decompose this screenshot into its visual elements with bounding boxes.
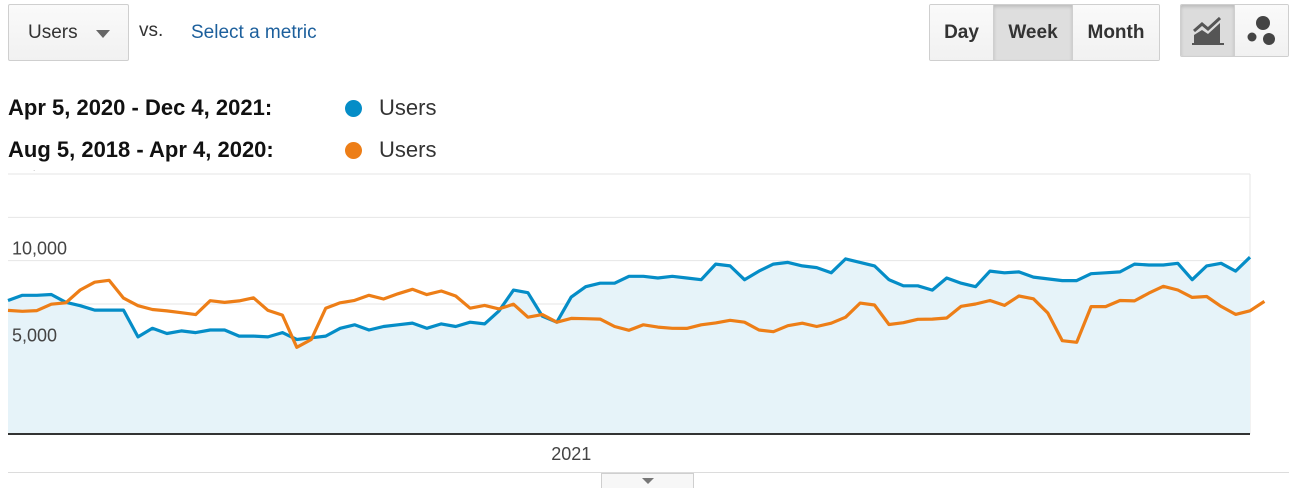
chart-expand-handle[interactable]	[601, 473, 694, 488]
date-granularity-toggle: Day Week Month	[929, 4, 1160, 61]
select-metric-link[interactable]: Select a metric	[191, 22, 317, 43]
chevron-down-icon	[96, 30, 110, 38]
legend-series-previous: Users	[379, 137, 437, 162]
motion-chart-button[interactable]	[1234, 5, 1288, 56]
vs-label: vs.	[139, 20, 164, 41]
chart-bottom-divider	[8, 472, 1289, 473]
users-line-chart: 15,000 10,000 5,000 2021	[7, 170, 1266, 464]
line-chart-button[interactable]	[1181, 5, 1234, 56]
line-chart-icon	[1191, 16, 1224, 45]
month-button[interactable]: Month	[1072, 5, 1159, 60]
legend-dot-previous	[345, 141, 362, 159]
legend-date-range-previous: Aug 5, 2018 - Apr 4, 2020:	[8, 137, 274, 162]
metric-select-label: Users	[28, 21, 78, 43]
legend-row-current: Apr 5, 2020 - Dec 4, 2021: Users	[8, 95, 436, 121]
day-button[interactable]: Day	[930, 5, 993, 60]
metric-select[interactable]: Users	[8, 4, 129, 61]
legend-dot-current	[345, 99, 362, 117]
chart-view-toggle	[1180, 4, 1289, 57]
series-line-current	[7, 256, 1252, 342]
motion-chart-icon	[1247, 15, 1275, 45]
chevron-down-icon	[642, 478, 654, 484]
series-line-previous	[7, 278, 1266, 349]
y-tick-label: 5,000	[12, 325, 57, 345]
legend-series-current: Users	[379, 95, 437, 120]
series-area-current	[8, 257, 1250, 434]
week-button[interactable]: Week	[993, 5, 1072, 60]
x-tick-label: 2021	[551, 444, 591, 464]
legend-date-range-current: Apr 5, 2020 - Dec 4, 2021:	[8, 95, 273, 120]
y-tick-label: 15,000	[12, 170, 67, 172]
y-tick-label: 10,000	[12, 239, 67, 259]
legend-row-previous: Aug 5, 2018 - Apr 4, 2020: Users	[8, 137, 436, 163]
